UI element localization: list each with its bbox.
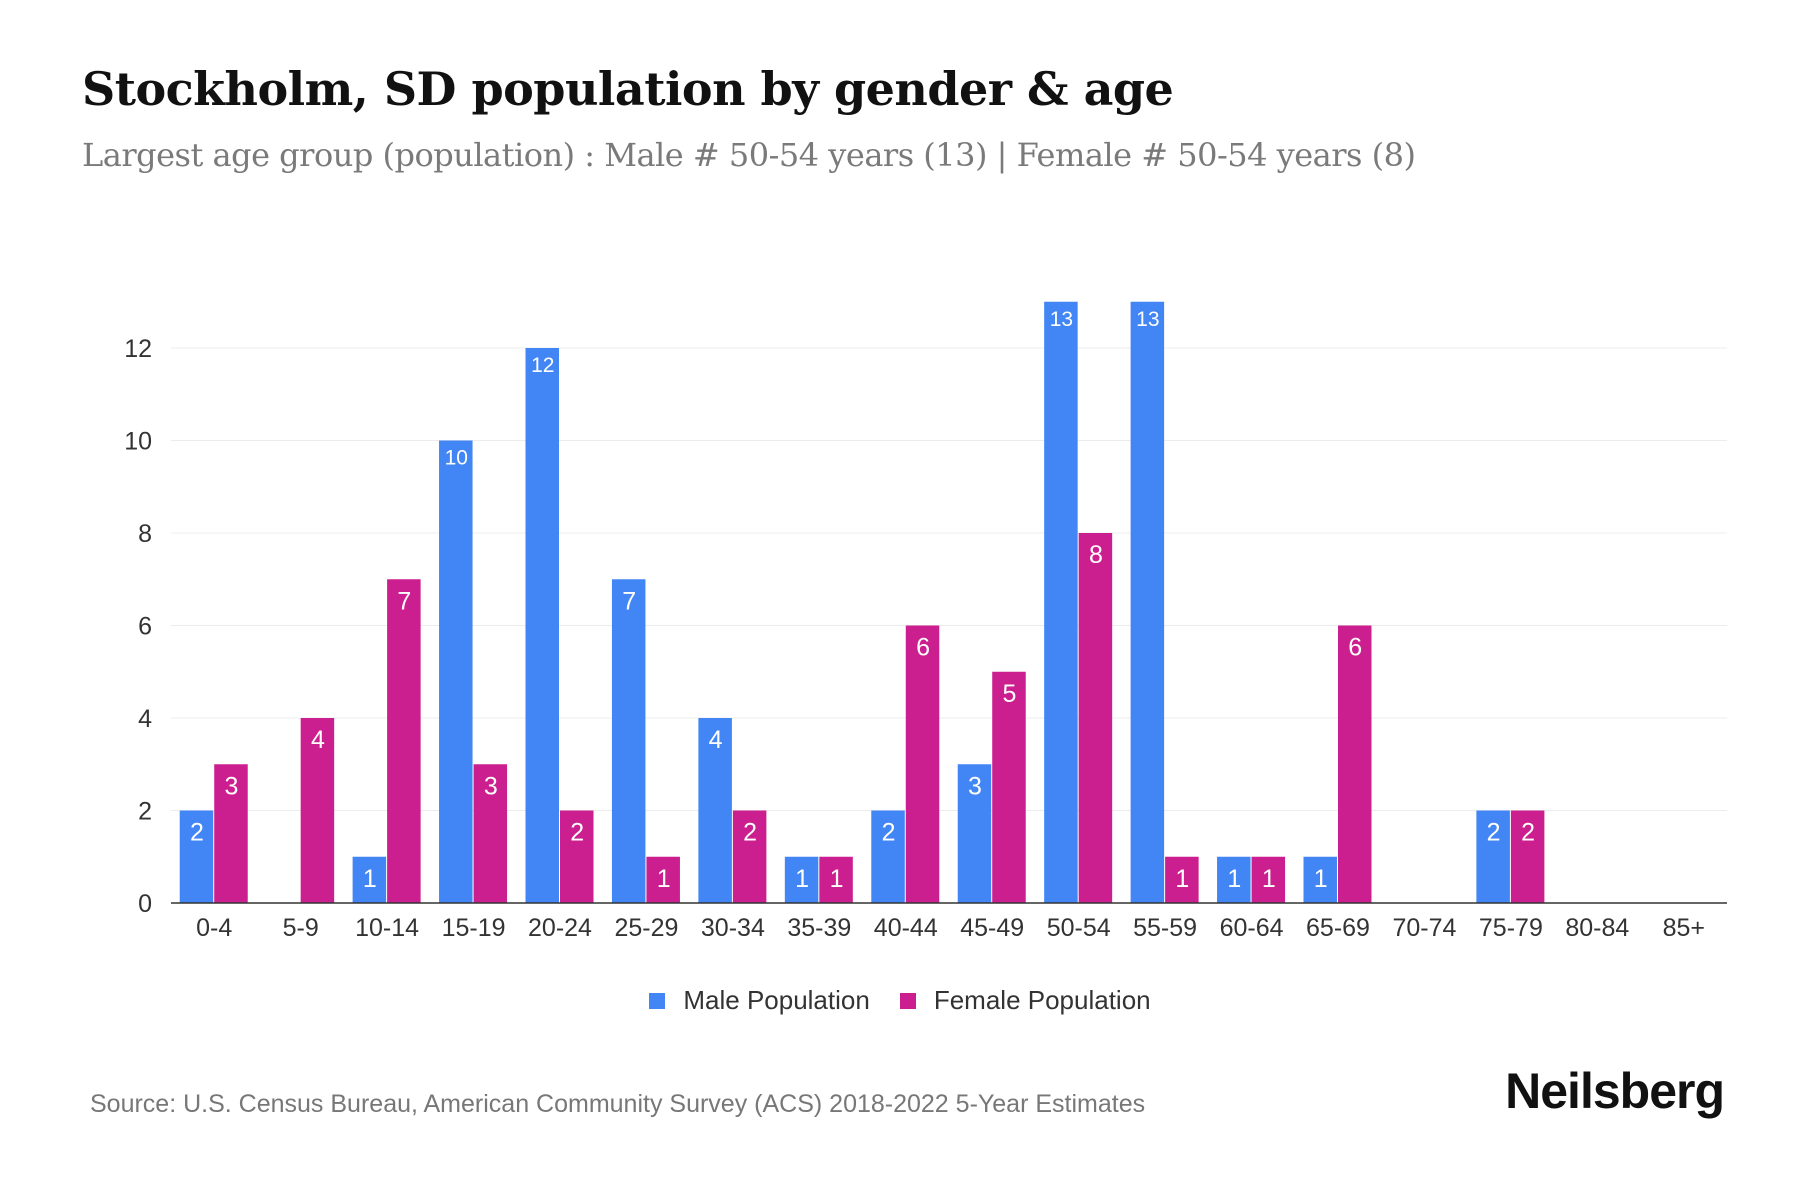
bar-female (1338, 625, 1372, 903)
bar-male (1217, 856, 1251, 903)
bar-male (698, 718, 732, 903)
x-tick-label: 75-79 (1479, 914, 1543, 942)
bar-female (1165, 856, 1199, 903)
bar-female (905, 625, 940, 903)
data-label: 7 (622, 587, 636, 615)
data-label: 1 (1175, 865, 1189, 893)
data-label: 1 (795, 865, 809, 893)
bar-male (871, 810, 905, 903)
data-label: 3 (225, 772, 239, 800)
data-label: 1 (363, 865, 377, 893)
bar-female (1078, 533, 1113, 903)
y-tick-label: 8 (138, 520, 152, 548)
neilsberg-logo: Neilsberg (1505, 1063, 1725, 1119)
bar-male (179, 810, 214, 903)
chart-title: Stockholm, SD population by gender & age (82, 62, 1174, 116)
data-label: 5 (1003, 680, 1017, 708)
x-tick-label: 30-34 (701, 914, 765, 942)
x-tick-label: 65-69 (1306, 914, 1370, 942)
chart-subtitle: Largest age group (population) : Male # … (82, 136, 1416, 174)
data-label: 6 (916, 634, 930, 662)
x-tick-label: 10-14 (355, 914, 419, 942)
bar-male (1303, 856, 1337, 903)
bar-male (1476, 810, 1510, 903)
x-tick-label: 70-74 (1392, 914, 1456, 942)
y-tick-label: 12 (124, 335, 152, 363)
x-tick-label: 85+ (1663, 914, 1705, 942)
bar-female (646, 856, 680, 903)
data-label: 1 (830, 865, 844, 893)
source-note: Source: U.S. Census Bureau, American Com… (90, 1090, 1146, 1118)
data-label: 2 (1487, 819, 1501, 847)
x-tick-label: 5-9 (283, 914, 319, 942)
legend-label-male: Male Population (683, 985, 870, 1015)
data-label: 1 (1227, 865, 1241, 893)
data-label: 2 (190, 819, 204, 847)
data-label: 2 (570, 819, 584, 847)
bar-female (387, 579, 421, 903)
data-label: 7 (397, 587, 411, 615)
data-label: 2 (743, 819, 757, 847)
data-label: 1 (1314, 865, 1328, 893)
data-label: 13 (1136, 308, 1159, 331)
y-tick-label: 10 (124, 428, 152, 456)
bar-male (1044, 301, 1078, 903)
bar-male (957, 764, 992, 903)
bar-female (473, 764, 508, 903)
bar-female (560, 810, 594, 903)
y-tick-label: 0 (138, 890, 152, 918)
legend-item-female: Female Population (899, 985, 1151, 1016)
y-tick-label: 2 (138, 798, 152, 826)
bar-male (611, 579, 646, 903)
bar-female (819, 856, 853, 903)
data-label: 1 (657, 865, 671, 893)
bar-female (214, 764, 248, 903)
x-tick-label: 15-19 (442, 914, 506, 942)
x-tick-label: 50-54 (1047, 914, 1111, 942)
legend-label-female: Female Population (933, 985, 1151, 1015)
data-label: 2 (882, 819, 896, 847)
x-tick-label: 80-84 (1565, 914, 1629, 942)
x-tick-label: 45-49 (960, 914, 1024, 942)
x-tick-label: 60-64 (1220, 914, 1284, 942)
x-tick-label: 0-4 (196, 914, 232, 942)
data-label: 4 (709, 726, 723, 754)
legend-swatch-male (649, 992, 666, 1009)
x-tick-label: 35-39 (787, 914, 851, 942)
data-label: 6 (1348, 634, 1362, 662)
data-label: 12 (531, 354, 554, 377)
x-tick-label: 25-29 (614, 914, 678, 942)
data-label: 1 (1262, 865, 1276, 893)
data-label: 13 (1050, 308, 1073, 331)
x-tick-label: 55-59 (1133, 914, 1197, 942)
x-tick-label: 40-44 (874, 914, 938, 942)
data-label: 3 (484, 772, 498, 800)
bar-male (784, 856, 819, 903)
legend: Male Population Female Population (0, 985, 1800, 1016)
legend-item-male: Male Population (649, 985, 870, 1016)
bar-female (300, 718, 335, 903)
bar-male (1130, 301, 1165, 903)
data-label: 8 (1089, 541, 1103, 569)
bar-female (1510, 810, 1545, 903)
bar-female (992, 671, 1026, 903)
y-tick-label: 6 (138, 613, 152, 641)
y-tick-label: 4 (138, 705, 152, 733)
data-label: 2 (1521, 819, 1535, 847)
bar-female (1251, 856, 1286, 903)
data-label: 4 (311, 726, 325, 754)
bar-male (525, 348, 559, 903)
x-tick-label: 20-24 (528, 914, 592, 942)
bar-female (732, 810, 767, 903)
bar-male (439, 440, 473, 903)
data-label: 10 (445, 447, 468, 470)
bar-male (352, 856, 387, 903)
legend-swatch-female (899, 992, 916, 1009)
data-label: 3 (968, 772, 982, 800)
